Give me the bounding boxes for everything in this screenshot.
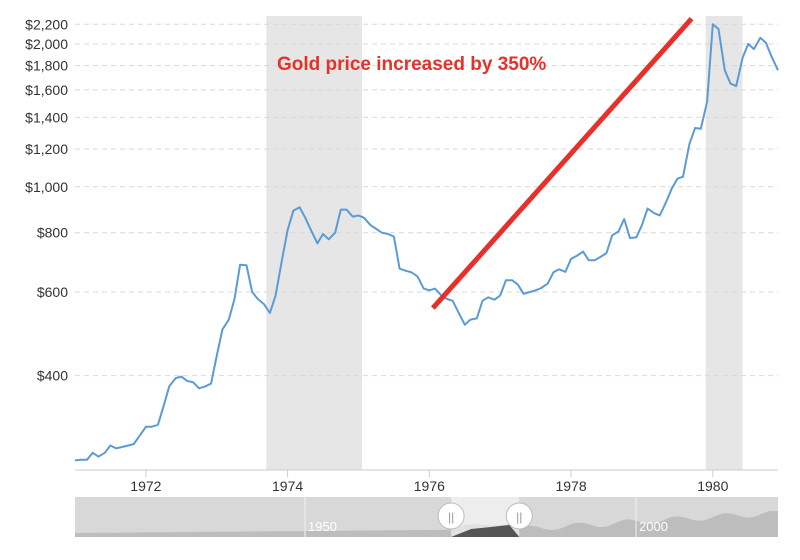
recession-bands [266,16,743,470]
recession-band-1 [266,16,363,470]
y-tick-label: $1,800 [25,58,68,74]
handle-grip-icon: || [516,510,522,524]
navigator-label: 2000 [639,519,668,534]
y-tick-label: $600 [37,284,68,300]
x-axis: 1972 1974 1976 1978 1980 [75,469,778,494]
y-tick-label: $2,000 [25,36,68,52]
navigator-right-handle[interactable]: || [505,502,533,530]
navigator-area [75,511,778,537]
y-tick-label: $2,200 [25,16,68,32]
grid-lines [75,23,778,377]
y-tick-label: $1,200 [25,141,68,157]
annotation-group: Gold price increased by 350% [277,17,694,310]
y-tick-label: $1,000 [25,179,68,195]
series-line-1 [74,23,779,462]
navigator-label: 1950 [308,519,337,534]
x-tick-label: 1980 [697,478,728,494]
annotation-text: Gold price increased by 350% [277,54,546,75]
handle-grip-icon: || [448,510,454,524]
navigator-selected-area [451,525,520,537]
y-tick-label: $1,400 [25,109,68,125]
annotation-arrow [431,17,694,310]
y-tick-label: $800 [37,225,68,241]
x-tick-label: 1976 [414,478,445,494]
handle-knob [505,502,533,530]
series-group [74,23,779,462]
y-axis: $400 $600 $800 $1,000 $1,200 $1,400 $1,600 $1,8… [25,16,68,383]
y-tick-label: $1,600 [25,82,68,98]
range-navigator[interactable]: 1950 2000 || || [75,497,778,537]
navigator-left-handle[interactable]: || [437,502,465,530]
y-tick-label: $400 [37,368,68,384]
recession-band-2 [705,16,743,470]
x-tick-label: 1978 [555,478,586,494]
handle-knob [437,502,465,530]
x-tick-label: 1972 [130,478,161,494]
x-tick-label: 1974 [272,478,303,494]
